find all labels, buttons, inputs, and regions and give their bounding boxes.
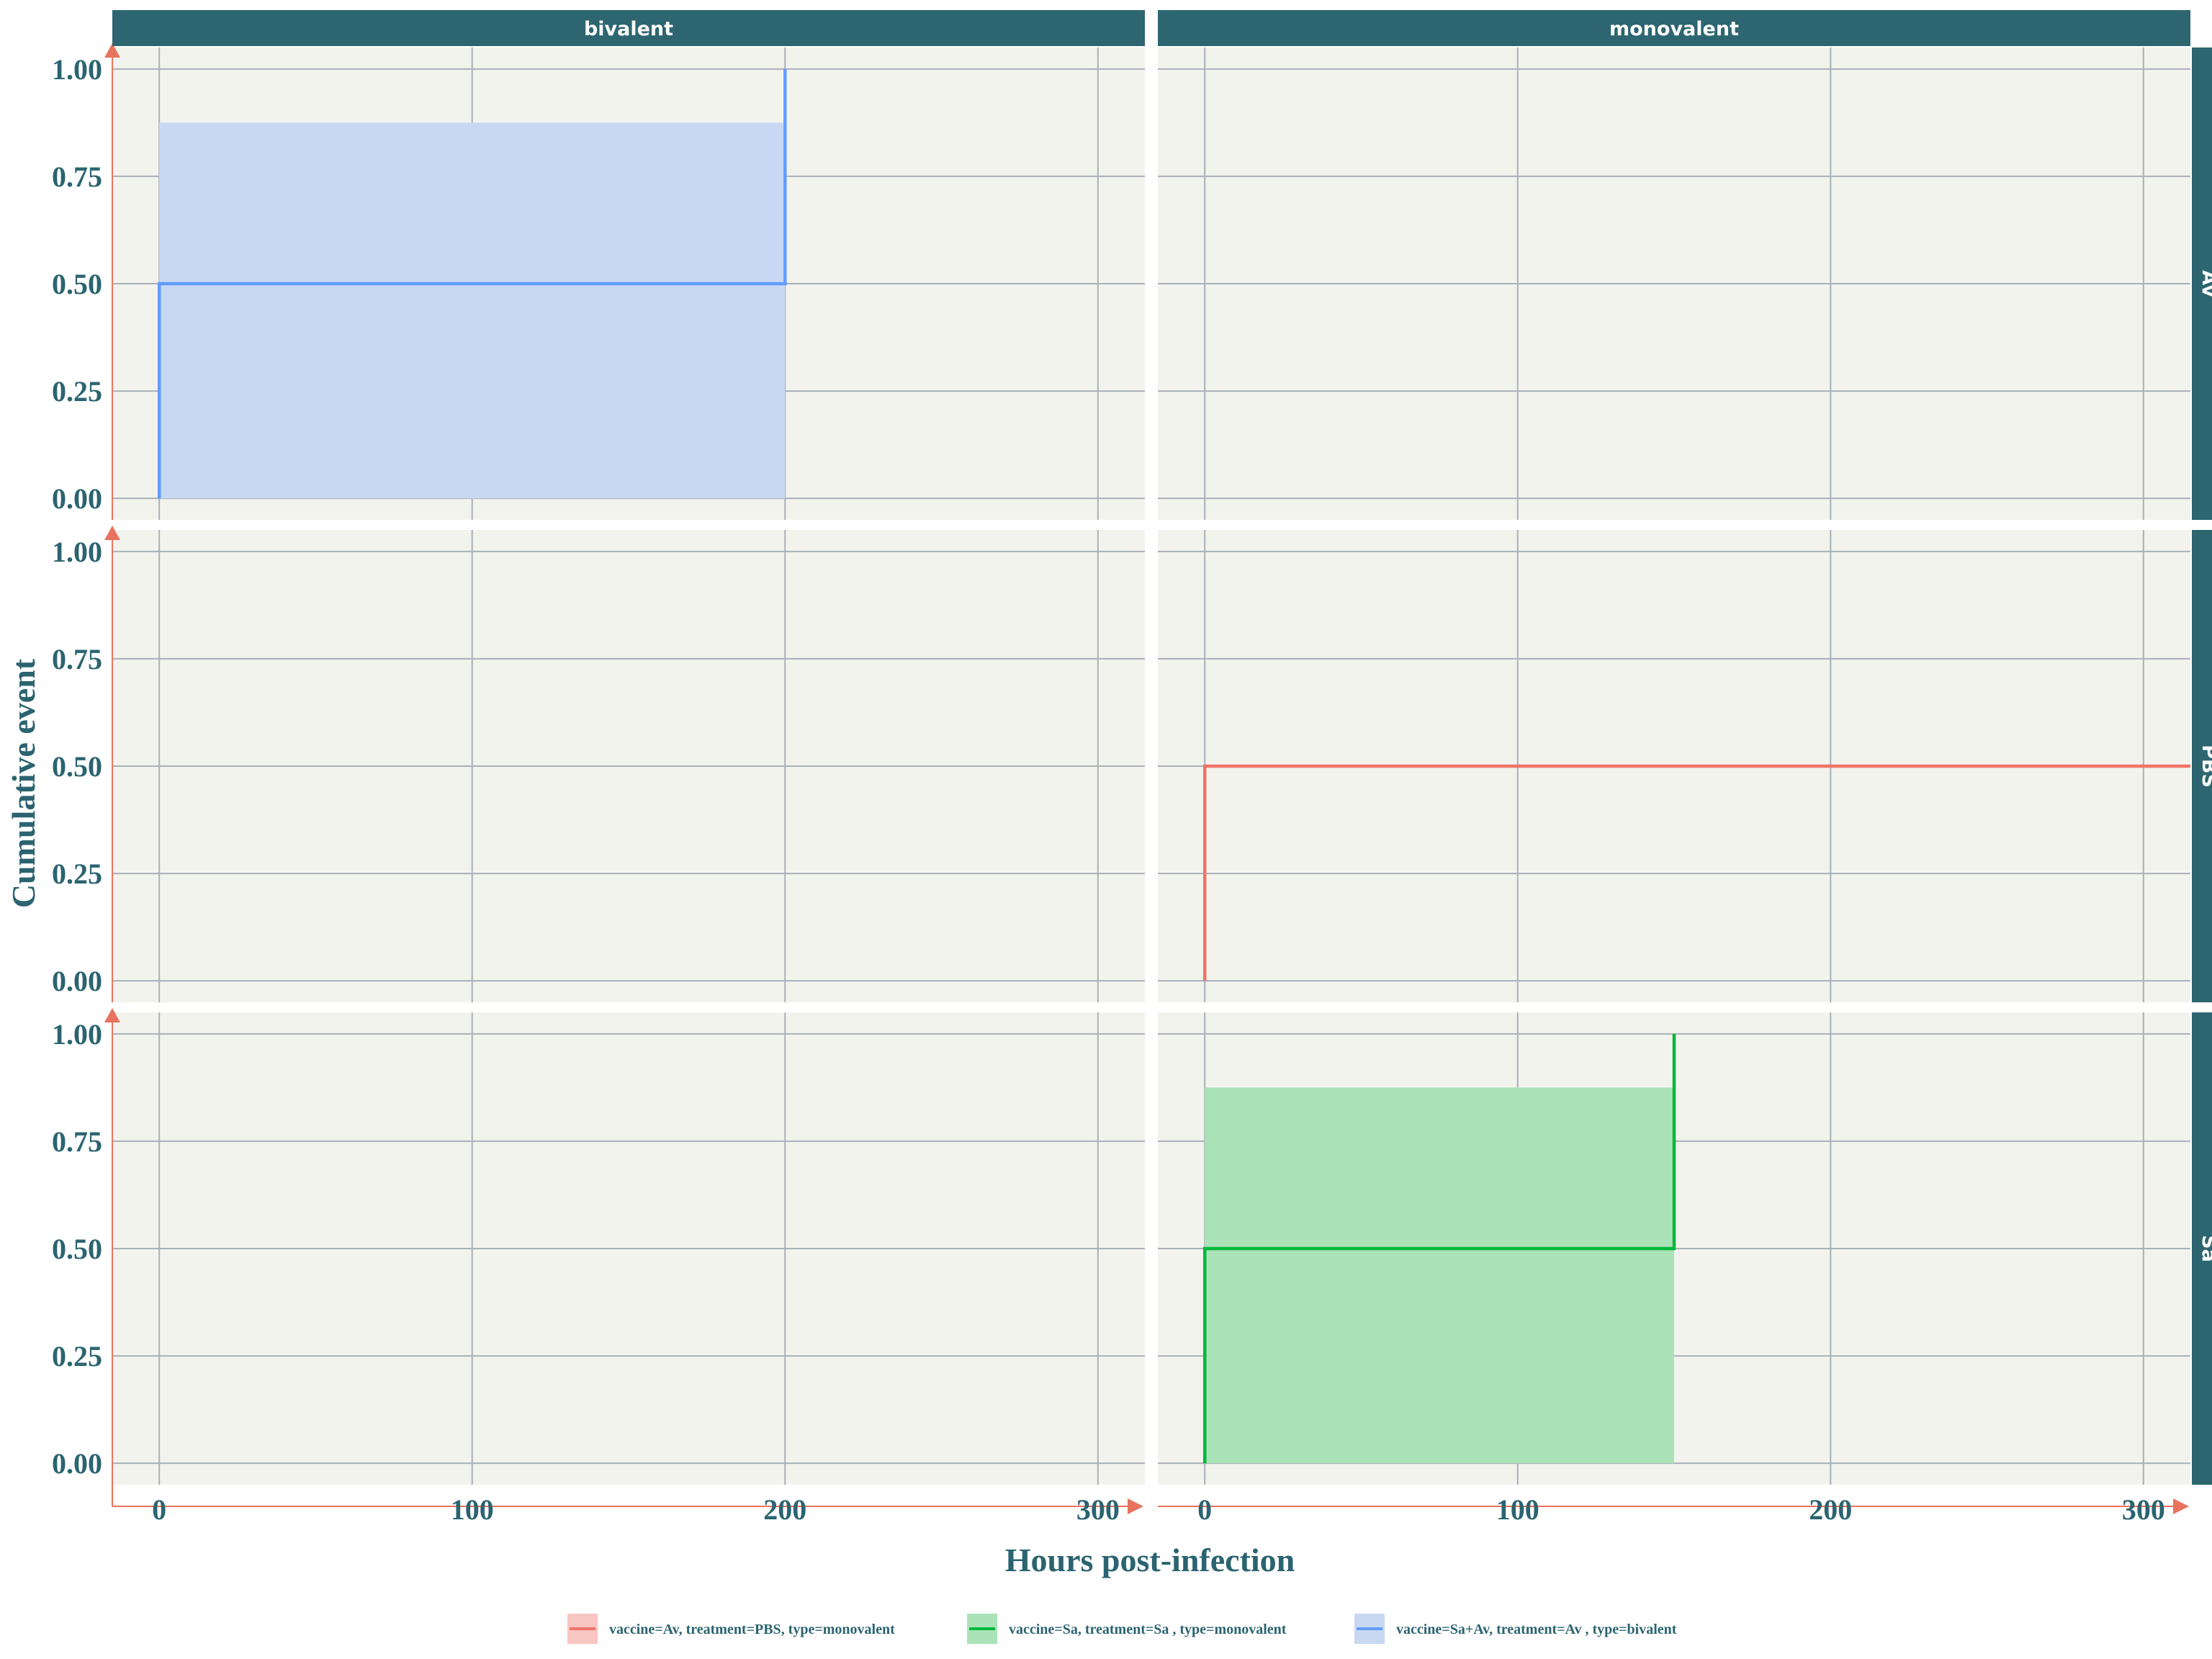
strip-right-Av [2192,48,2212,520]
y-axis-arrow [104,526,120,540]
legend-label: vaccine=Sa, treatment=Sa , type=monovale… [1009,1622,1287,1637]
series-monovalent-Sa [1202,1033,1676,1464]
legend-label: vaccine=Av, treatment=PBS, type=monovale… [609,1622,895,1637]
strip-label-Sa: Sa [2198,1235,2212,1262]
strip-label-monovalent: monovalent [1609,18,1739,40]
axis-lines [104,43,2189,1514]
y-tick-label: 0.25 [52,375,102,408]
step-line [1202,1033,1676,1464]
y-tick-label: 0.00 [52,965,102,997]
legend-item: vaccine=Av, treatment=PBS, type=monovale… [567,1614,895,1644]
panel-monovalent-Av [1158,48,2190,520]
strip-label-bivalent: bivalent [584,18,673,40]
y-tick-label: 0.75 [52,1125,102,1158]
y-tick-label: 0.50 [52,750,102,783]
y-tick-label: 1.00 [52,1018,102,1051]
y-axis-title: Cumulative event [5,658,42,908]
x-tick-label: 100 [1496,1493,1539,1526]
facet-strips: bivalent monovalent Av PBS Sa [112,10,2212,1485]
legend-item: vaccine=Sa+Av, treatment=Av , type=bival… [1354,1614,1677,1644]
y-tick-label: 0.25 [52,858,102,890]
x-tick-labels: 0 100 200 300 0 100 200 300 [152,1493,2165,1526]
y-tick-label: 0.75 [52,643,102,675]
panel-bivalent-Sa [112,1012,1145,1485]
y-tick-labels: 0.00 0.25 0.50 0.75 1.00 0.00 0.25 0.50 0.75 1.00… [52,53,102,1480]
y-axis-arrow [104,43,120,58]
y-axis-arrow [104,1008,120,1022]
y-tick-label: 1.00 [52,536,102,568]
x-tick-label: 300 [1076,1493,1120,1526]
x-tick-label: 100 [451,1493,494,1526]
facet-panels [104,43,2190,1514]
x-axis-arrow [1128,1498,1143,1514]
confidence-band [1205,1087,1674,1464]
y-tick-label: 1.00 [52,53,102,86]
step-line [1202,764,2190,981]
legend: vaccine=Av, treatment=PBS, type=monovale… [567,1614,1677,1644]
series-monovalent-PBS [1202,764,2190,981]
y-tick-label: 0.50 [52,268,102,300]
strip-right-Sa [2192,1012,2212,1485]
strip-label-Av: Av [2198,270,2212,297]
x-tick-label: 200 [1809,1493,1852,1526]
confidence-band [159,122,786,499]
legend-label: vaccine=Sa+Av, treatment=Av , type=bival… [1396,1622,1677,1637]
x-tick-label: 0 [1197,1493,1212,1526]
strip-top-monovalent [1158,10,2190,46]
series-bivalent-Av [157,68,787,499]
y-tick-label: 0.00 [52,1447,102,1480]
x-axis-title: Hours post-infection [1005,1542,1295,1578]
y-tick-label: 0.25 [52,1340,102,1372]
legend-item: vaccine=Sa, treatment=Sa , type=monovale… [967,1614,1287,1644]
panel-bivalent-PBS [112,530,1145,1002]
y-tick-label: 0.00 [52,482,102,515]
x-tick-label: 300 [2122,1493,2165,1526]
strip-right-PBS [2192,530,2212,1002]
x-tick-label: 200 [763,1493,806,1526]
x-axis-arrow [2173,1498,2189,1514]
strip-top-bivalent [112,10,1145,46]
strip-label-PBS: PBS [2198,745,2212,788]
step-line [157,68,787,499]
y-tick-label: 0.75 [52,161,102,193]
x-tick-label: 0 [152,1493,166,1526]
y-tick-label: 0.50 [52,1233,102,1265]
